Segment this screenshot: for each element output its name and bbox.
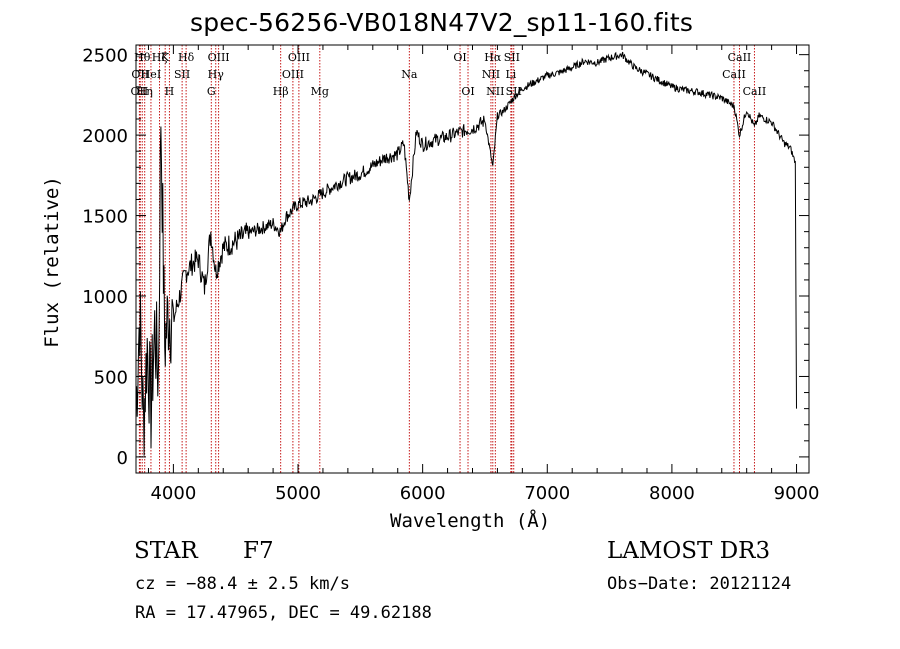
sky-coordinates: RA = 17.47965, DEC = 49.62188 [135, 603, 432, 623]
axis-ticks: 4000 5000 6000 7000 8000 9000 0 500 1000 1500 2000… [82, 45, 819, 504]
line-label: OIII [208, 51, 230, 64]
line-label: CaII [722, 68, 746, 81]
line-label: Mg [311, 85, 329, 98]
spectral-line-labels: OIIOIIHθHηHeIHζKHSIIHδGHγOIIIHβOIIIOIIIM… [131, 51, 767, 98]
line-label: OI [453, 51, 466, 64]
line-label: NII [482, 68, 500, 81]
line-label: OI [461, 85, 474, 98]
line-label: CaII [743, 85, 767, 98]
y-tick-label: 500 [94, 367, 128, 388]
x-tick-label: 6000 [400, 483, 446, 504]
line-label: G [207, 85, 216, 98]
line-label: Na [401, 68, 418, 81]
line-label: Hα [484, 51, 502, 64]
line-label: Hδ [178, 51, 195, 64]
line-label: CaII [728, 51, 752, 64]
line-label: OIII [288, 51, 310, 64]
line-label: H [165, 85, 175, 98]
x-tick-label: 9000 [774, 483, 820, 504]
line-label: HeI [141, 68, 161, 81]
survey-name: LAMOST DR3 [607, 538, 771, 564]
chart-title: spec-56256-VB018N47V2_sp11-160.fits [190, 8, 694, 37]
line-label: Hγ [208, 68, 225, 81]
line-label: Hθ [134, 51, 151, 64]
x-tick-label: 8000 [649, 483, 695, 504]
line-label: NII [486, 85, 504, 98]
y-axis-label: Flux (relative) [41, 176, 63, 348]
line-label: Li [505, 68, 516, 81]
line-label: OII [131, 85, 149, 98]
x-tick-label: 5000 [275, 483, 321, 504]
flux-series-line [135, 51, 797, 456]
line-label: Hζ [152, 51, 168, 64]
observation-date: Obs−Date: 20121124 [607, 574, 792, 594]
y-tick-label: 1000 [82, 287, 128, 308]
redshift-velocity: cz = −88.4 ± 2.5 km/s [135, 574, 350, 594]
line-label: OIII [282, 68, 304, 81]
line-label: SII [504, 51, 520, 64]
x-tick-label: 7000 [524, 483, 570, 504]
y-tick-label: 2000 [82, 126, 128, 147]
line-label: SII [174, 68, 190, 81]
x-tick-label: 4000 [150, 483, 196, 504]
line-label: Hη [137, 85, 153, 98]
line-label: Hβ [273, 85, 289, 98]
object-subclass: F7 [243, 538, 274, 564]
y-tick-label: 1500 [82, 207, 128, 228]
object-class: STAR [134, 538, 198, 564]
x-axis-label: Wavelength (Å) [390, 510, 551, 532]
plot-frame [135, 44, 810, 474]
y-tick-label: 0 [117, 448, 128, 469]
line-label: K [161, 51, 170, 64]
spectral-line-markers [138, 45, 755, 473]
y-tick-label: 2500 [82, 46, 128, 67]
